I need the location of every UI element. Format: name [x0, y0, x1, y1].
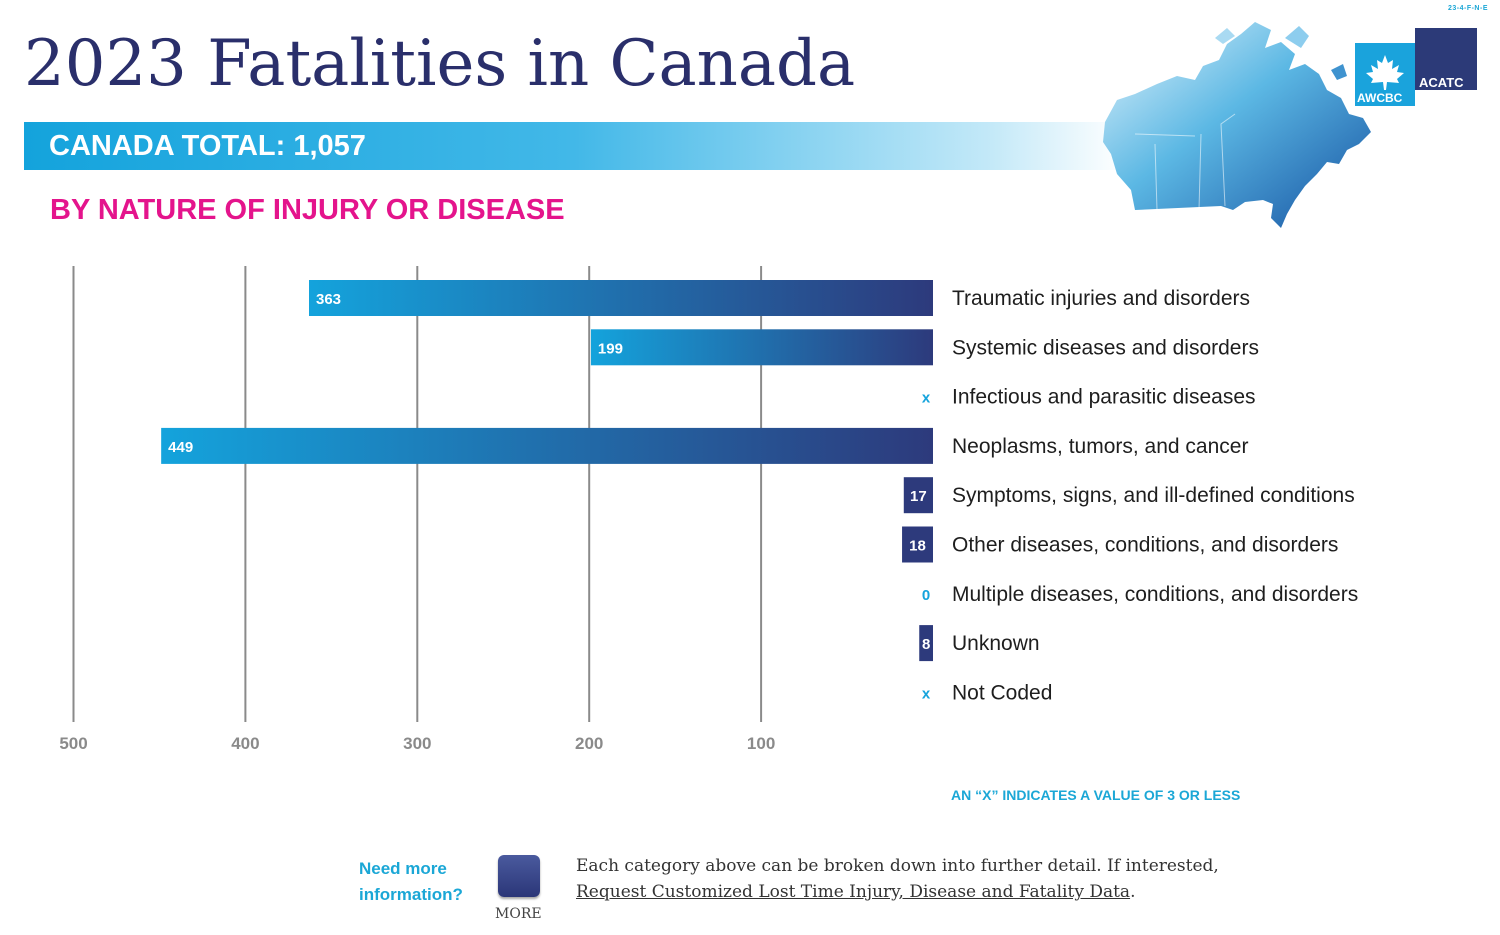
category-label: Multiple diseases, conditions, and disor…: [952, 583, 1358, 606]
need-more-info: Need more information?: [359, 856, 463, 908]
total-banner: CANADA TOTAL: 1,057: [24, 122, 1124, 170]
logo-front-panel: AWCBC: [1355, 43, 1415, 106]
category-label: Traumatic injuries and disorders: [952, 287, 1250, 310]
bar-chart: 500 400 300 200 100 363 Traumatic injuries and…: [59, 266, 1358, 753]
total-label: CANADA TOTAL: 1,057: [49, 130, 366, 162]
bar-value-label: 0: [922, 587, 930, 604]
category-label: Systemic diseases and disorders: [952, 336, 1259, 359]
bar: [590, 329, 933, 366]
bar: [161, 427, 933, 464]
canada-map-icon: [1103, 22, 1371, 228]
category-label: Neoplasms, tumors, and cancer: [952, 435, 1248, 458]
bar-value-label: 363: [316, 291, 341, 308]
bar-value-label: 17: [910, 488, 927, 505]
category-label: Symptoms, signs, and ill-defined conditi…: [952, 484, 1355, 507]
bar-value-label: 199: [598, 340, 623, 357]
page-title: 2023 Fatalities in Canada: [24, 27, 856, 101]
category-label: Unknown: [952, 632, 1040, 655]
bar: [902, 526, 933, 563]
chart-subtitle: BY NATURE OF INJURY OR DISEASE: [50, 194, 565, 226]
category-label: Not Coded: [952, 681, 1052, 704]
category-label: Other diseases, conditions, and disorder…: [952, 534, 1338, 557]
request-data-link[interactable]: Request Customized Lost Time Injury, Dis…: [576, 882, 1131, 902]
x-value-footnote: AN “X” INDICATES A VALUE OF 3 OR LESS: [951, 787, 1241, 803]
bar: [919, 625, 933, 662]
category-label: Infectious and parasitic diseases: [952, 386, 1256, 409]
bar: [903, 477, 933, 514]
logo-text-awcbc: AWCBC: [1357, 91, 1403, 105]
need-more-line1: Need more: [359, 859, 447, 878]
logo-text-acatc: ACATC: [1419, 75, 1464, 90]
document-code: 23-4-F-N-E: [1447, 5, 1488, 12]
x-tick-label: 500: [59, 734, 87, 753]
maple-leaf-icon: [1366, 55, 1404, 90]
link-suffix: .: [1130, 882, 1136, 902]
bar: [309, 280, 933, 316]
bar-value-label: x: [922, 390, 931, 407]
x-tick-label: 400: [231, 734, 259, 753]
awcbc-logo: AWCBC ACATC: [1355, 28, 1477, 106]
x-tick-label: 300: [403, 734, 431, 753]
info-line: Each category above can be broken down i…: [576, 856, 1219, 876]
x-tick-label: 200: [575, 734, 603, 753]
x-tick-label: 100: [747, 734, 775, 753]
bar-value-label: x: [922, 685, 931, 702]
bar-value-label: 18: [909, 538, 926, 555]
bar-value-label: 8: [922, 636, 930, 653]
need-more-line2: information?: [359, 885, 463, 904]
logo-back-panel: [1415, 28, 1477, 90]
bar-value-label: 449: [168, 439, 193, 456]
more-button-label: MORE: [495, 906, 542, 922]
more-button[interactable]: [498, 855, 540, 897]
info-text: Each category above can be broken down i…: [576, 853, 1219, 905]
info-link-line: Request Customized Lost Time Injury, Dis…: [576, 879, 1219, 905]
